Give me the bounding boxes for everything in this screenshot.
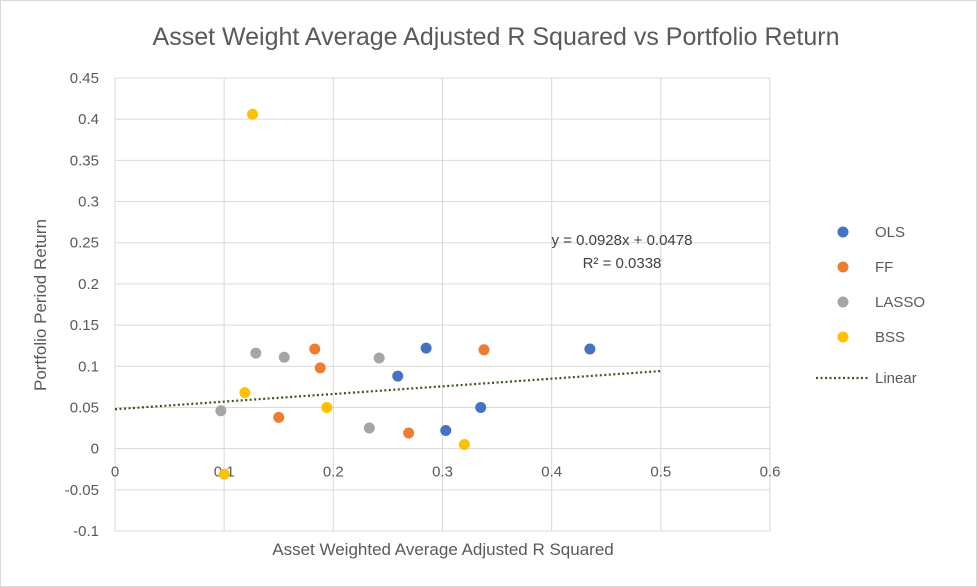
data-point-lasso [373,352,385,364]
gridlines [114,77,771,532]
data-point-ff [309,343,321,355]
data-point-bss [218,468,230,480]
y-axis-label: Portfolio Period Return [31,219,50,391]
y-tick-label: 0.25 [70,235,99,252]
x-tick-label: 0.4 [541,464,562,481]
trendline-r-squared: R² = 0.0338 [583,255,662,272]
trendline-equation: y = 0.0928x + 0.0478 [552,232,693,249]
data-point-lasso [363,422,375,434]
y-tick-label: 0.05 [70,399,99,416]
data-point-ff [273,411,285,423]
data-point-ff [314,362,326,374]
trendline [114,369,661,411]
legend: OLS FF LASSO BSS Linear [816,224,925,387]
data-point-ols [392,370,404,382]
y-axis-ticks: -0.1 -0.05 0 0.05 0.1 0.15 0.2 0.25 0.3 0.35 0.4 0.… [65,70,99,540]
legend-marker-ols [837,226,849,238]
y-tick-label: 0.15 [70,317,99,334]
data-point-bss [239,387,251,399]
legend-label-bss: BSS [875,329,905,346]
data-point-ols [475,401,487,413]
data-point-bss [247,108,259,120]
data-point-ff [403,427,415,439]
x-axis-label: Asset Weighted Average Adjusted R Square… [272,540,614,559]
y-tick-label: 0 [91,441,99,458]
x-axis-ticks: 00.10.20.30.40.50.6 [111,464,781,481]
legend-label-ols: OLS [875,224,905,241]
legend-marker-bss [837,331,849,343]
y-tick-label: 0.2 [78,276,99,293]
data-points [215,108,596,480]
data-point-ols [440,425,452,437]
data-point-bss [458,439,470,451]
y-tick-label: 0.4 [78,111,99,128]
data-point-lasso [215,405,227,417]
x-tick-label: 0.6 [760,464,781,481]
legend-marker-ff [837,261,849,273]
legend-label-ff: FF [875,259,893,276]
data-point-ff [478,344,490,356]
x-tick-label: 0.3 [432,464,453,481]
data-point-ols [584,343,596,355]
data-point-lasso [278,351,290,363]
x-tick-label: 0.5 [650,464,671,481]
y-tick-label: 0.1 [78,358,99,375]
y-tick-label: 0.3 [78,194,99,211]
trendline-group [114,369,661,411]
data-point-bss [321,401,333,413]
x-tick-label: 0.2 [323,464,344,481]
y-tick-label: 0.35 [70,152,99,169]
x-tick-label: 0 [111,464,119,481]
y-tick-label: -0.1 [73,523,99,540]
legend-label-linear: Linear [875,370,917,387]
legend-marker-lasso [837,296,849,308]
legend-label-lasso: LASSO [875,294,925,311]
data-point-lasso [250,347,262,359]
y-tick-label: 0.45 [70,70,99,87]
y-tick-label: -0.05 [65,482,99,499]
data-point-ols [420,342,432,354]
chart-title: Asset Weight Average Adjusted R Squared … [153,23,840,51]
